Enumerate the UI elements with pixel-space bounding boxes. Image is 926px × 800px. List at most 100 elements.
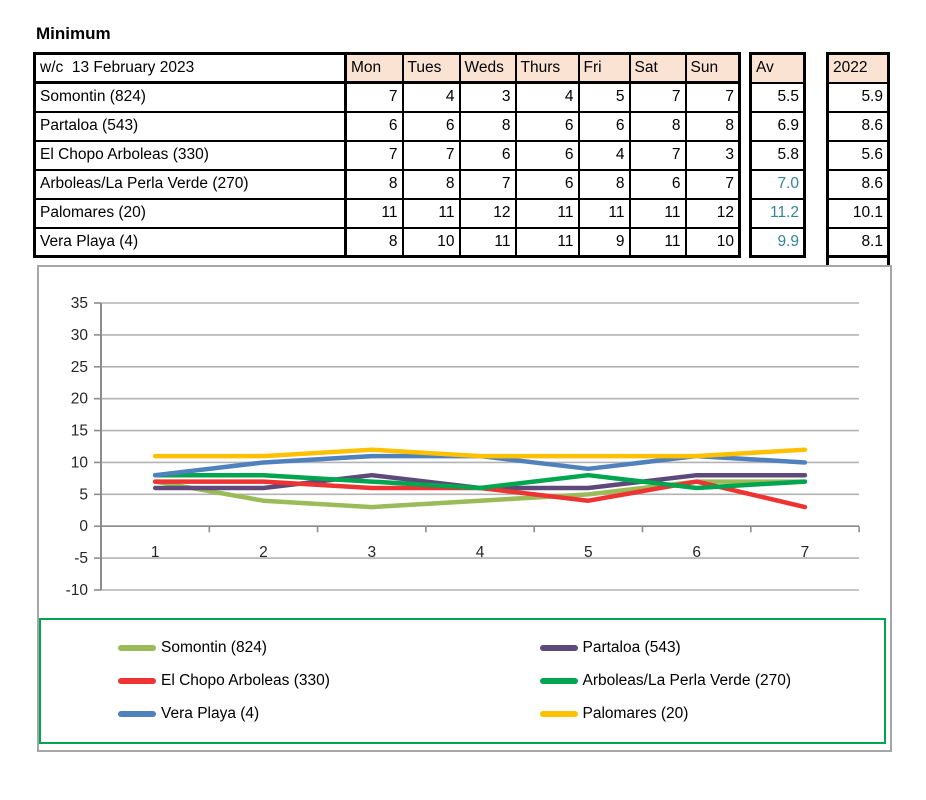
legend-item: Somontin (824) <box>41 639 463 657</box>
table-row: 11.2 <box>749 197 806 229</box>
day-value-cell: 12 <box>684 197 741 229</box>
prev-year-header-row: 2022 <box>826 52 890 84</box>
legend-item: Partaloa (543) <box>463 639 885 657</box>
day-value-cell: 10 <box>684 226 741 258</box>
day-value-cell: 3 <box>458 81 517 113</box>
average-value-cell: 11.2 <box>749 197 806 229</box>
prev-year-value-cell: 5.6 <box>826 139 890 171</box>
day-value-cell: 7 <box>628 81 687 113</box>
location-label: Palomares (20) <box>33 197 347 229</box>
day-value-cell: 6 <box>344 110 404 142</box>
y-tick-label: 5 <box>79 486 88 503</box>
x-tick-label: 3 <box>367 544 376 561</box>
day-value-cell: 6 <box>514 139 580 171</box>
chart-panel: 35 30 25 20 15 10 5 0 -5 -10 1 2 3 4 5 6 7 Somontin (824… <box>37 265 892 752</box>
day-value-cell: 5 <box>577 81 631 113</box>
day-header-sat: Sat <box>628 52 687 84</box>
legend-swatch-icon <box>118 678 156 684</box>
legend-swatch-icon <box>539 711 578 717</box>
table-row: Somontin (824) 7 4 3 4 5 7 7 <box>33 81 741 113</box>
y-tick-label: 35 <box>71 295 88 312</box>
average-header-row: Av <box>749 52 806 84</box>
average-header-cell: Av <box>749 52 806 84</box>
day-header-tues: Tues <box>401 52 461 84</box>
average-value-cell: 5.5 <box>749 81 806 113</box>
day-value-cell: 11 <box>514 226 580 258</box>
day-value-cell: 8 <box>458 110 517 142</box>
legend-label: Vera Playa (4) <box>161 705 260 722</box>
day-value-cell: 9 <box>577 226 631 258</box>
y-tick-label: 30 <box>71 327 89 344</box>
page-title: Minimum <box>36 24 111 43</box>
legend-label: El Chopo Arboleas (330) <box>161 672 330 689</box>
legend-item: Vera Playa (4) <box>41 705 463 723</box>
y-tick-label: 0 <box>79 518 88 535</box>
table-row: 5.6 <box>826 139 890 171</box>
day-value-cell: 6 <box>401 110 461 142</box>
table-row: 5.9 <box>826 81 890 113</box>
week-table: w/c 13 February 2023 Mon Tues Weds Thurs Fri… <box>33 52 741 258</box>
table-row: 8.6 <box>826 168 890 200</box>
legend-item: El Chopo Arboleas (330) <box>41 672 463 690</box>
average-value-cell: 5.8 <box>749 139 806 171</box>
day-value-cell: 7 <box>684 81 741 113</box>
day-header-mon: Mon <box>344 52 404 84</box>
day-header-fri: Fri <box>577 52 631 84</box>
prev-year-header-cell: 2022 <box>826 52 890 84</box>
average-value-cell: 6.9 <box>749 110 806 142</box>
day-value-cell: 7 <box>344 139 404 171</box>
day-header-sun: Sun <box>684 52 741 84</box>
table-row: 6.9 <box>749 110 806 142</box>
x-tick-label: 7 <box>801 544 810 561</box>
location-label: Arboleas/La Perla Verde (270) <box>33 168 347 200</box>
day-value-cell: 11 <box>628 197 687 229</box>
day-value-cell: 8 <box>344 168 404 200</box>
day-header-weds: Weds <box>458 52 517 84</box>
table-row: 10.1 <box>826 197 890 229</box>
day-value-cell: 6 <box>514 110 580 142</box>
legend-row: Somontin (824) Partaloa (543) <box>41 639 884 657</box>
table-row: 5.8 <box>749 139 806 171</box>
location-label: El Chopo Arboleas (330) <box>33 139 347 171</box>
table-row: 8.6 <box>826 110 890 142</box>
legend-swatch-icon <box>539 645 578 651</box>
x-tick-label: 1 <box>151 544 160 561</box>
day-value-cell: 8 <box>401 168 461 200</box>
prev-year-value-cell: 8.6 <box>826 110 890 142</box>
legend-label: Palomares (20) <box>582 705 689 722</box>
table-row: Vera Playa (4) 8 10 11 11 9 11 10 <box>33 226 741 258</box>
y-tick-label: -5 <box>74 550 88 567</box>
prev-year-value-cell: 5.9 <box>826 81 890 113</box>
day-header-thurs: Thurs <box>514 52 580 84</box>
legend-label: Arboleas/La Perla Verde (270) <box>582 672 792 689</box>
day-value-cell: 8 <box>344 226 404 258</box>
series-line-vera-playa-4 <box>152 453 808 478</box>
week-table-header-row: w/c 13 February 2023 Mon Tues Weds Thurs Fri… <box>33 52 741 84</box>
y-tick-label: 10 <box>71 454 89 471</box>
legend-swatch-icon <box>118 711 156 717</box>
week-label-cell: w/c 13 February 2023 <box>33 52 347 84</box>
legend-swatch-icon <box>539 678 578 684</box>
day-value-cell: 11 <box>344 197 404 229</box>
table-row: 5.5 <box>749 81 806 113</box>
series-line-palomares-20 <box>152 447 808 459</box>
table-row: 7.0 <box>749 168 806 200</box>
table-row: 8.1 <box>826 226 890 258</box>
day-value-cell: 11 <box>458 226 517 258</box>
y-tick-label: 25 <box>71 359 88 376</box>
day-value-cell: 11 <box>401 197 461 229</box>
line-chart: 35 30 25 20 15 10 5 0 -5 -10 1 2 3 4 5 6 7 <box>66 295 860 599</box>
legend-swatch-icon <box>118 645 156 651</box>
day-value-cell: 4 <box>514 81 580 113</box>
x-tick-label: 4 <box>476 544 485 561</box>
x-tick-label: 5 <box>584 544 593 561</box>
legend-row: Vera Playa (4) Palomares (20) <box>41 705 884 723</box>
average-value-cell: 9.9 <box>749 226 806 258</box>
y-tick-label: 20 <box>71 391 89 408</box>
day-value-cell: 6 <box>577 110 631 142</box>
day-value-cell: 7 <box>684 168 741 200</box>
legend-item: Arboleas/La Perla Verde (270) <box>463 672 885 690</box>
day-value-cell: 6 <box>514 168 580 200</box>
legend-label: Partaloa (543) <box>582 639 681 656</box>
day-value-cell: 6 <box>458 139 517 171</box>
